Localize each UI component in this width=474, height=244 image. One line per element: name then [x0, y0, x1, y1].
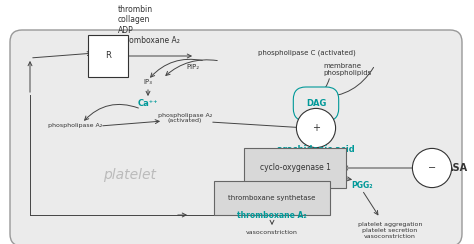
Text: thrombin
collagen
ADP
thromboxane A₂: thrombin collagen ADP thromboxane A₂: [118, 5, 180, 45]
Text: IP₃: IP₃: [144, 79, 153, 85]
Text: R: R: [105, 51, 111, 61]
FancyBboxPatch shape: [10, 30, 462, 244]
Text: membrane
phospholipids: membrane phospholipids: [323, 63, 371, 76]
Text: thromboxane A₂: thromboxane A₂: [237, 211, 307, 220]
Text: phospholipase A₂: phospholipase A₂: [48, 123, 102, 129]
Text: −: −: [428, 163, 436, 173]
Text: cyclo-oxygenase 1: cyclo-oxygenase 1: [260, 163, 330, 173]
Text: ASA: ASA: [446, 163, 468, 173]
Text: platelet: platelet: [103, 168, 156, 182]
Text: phospholipase C (activated): phospholipase C (activated): [258, 50, 356, 56]
Text: PGH₂: PGH₂: [261, 181, 283, 190]
Text: thromboxane synthetase: thromboxane synthetase: [228, 195, 316, 201]
Text: Ca⁺⁺: Ca⁺⁺: [138, 100, 158, 109]
Text: phospholipase A₂
(activated): phospholipase A₂ (activated): [158, 112, 212, 123]
Text: platelet aggregation
platelet secretion
vasoconstriction: platelet aggregation platelet secretion …: [358, 222, 422, 239]
Text: PGG₂: PGG₂: [351, 181, 373, 190]
Text: +: +: [312, 123, 320, 133]
Text: arachidonic acid: arachidonic acid: [277, 144, 355, 153]
Text: vasoconstriction: vasoconstriction: [246, 231, 298, 235]
Text: PIP₂: PIP₂: [186, 64, 200, 70]
Text: DAG: DAG: [306, 100, 326, 109]
